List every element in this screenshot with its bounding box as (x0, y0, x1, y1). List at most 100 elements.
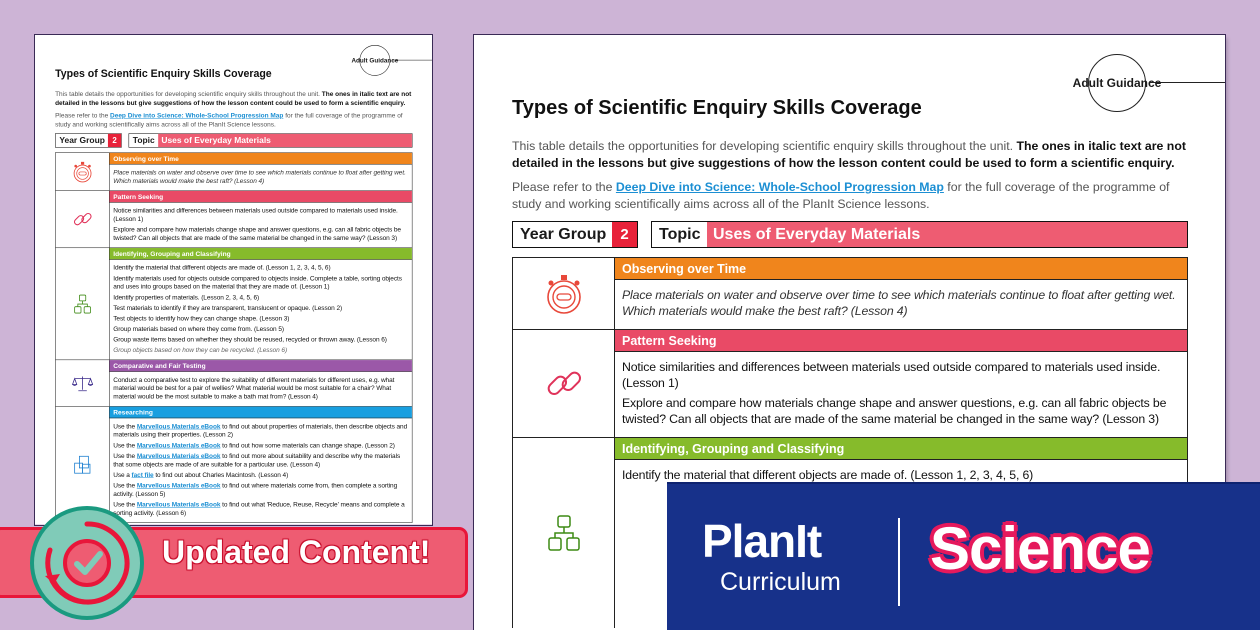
stopwatch-icon (56, 152, 110, 191)
row-content: Researching Use the Marvellous Materials … (109, 406, 412, 523)
list-item: Test materials to identify if they are t… (113, 304, 407, 312)
year-group-box: Year Group 2 (512, 221, 638, 248)
item-text: Test materials to identify if they are t… (113, 304, 343, 312)
row-heading: Pattern Seeking (109, 190, 412, 203)
item-text: Explore and compare how materials change… (622, 396, 1167, 426)
row-heading: Comparative and Fair Testing (109, 360, 412, 372)
chain-link-icon (513, 330, 615, 437)
item-text: Group materials based on where they come… (113, 325, 284, 333)
topic-box: Topic Uses of Everyday Materials (128, 133, 413, 148)
item-text: Notice similarities and differences betw… (622, 360, 1161, 390)
table-row: Pattern Seeking Notice similarities and d… (55, 190, 412, 249)
list-item: Use the Marvellous Materials eBook to fi… (113, 452, 407, 469)
item-text: Place materials on water and observe ove… (113, 168, 406, 185)
row-items: Place materials on water and observe ove… (615, 280, 1187, 329)
list-item: Use the Marvellous Materials eBook to fi… (113, 500, 407, 517)
list-item: Test objects to identify how they can ch… (113, 314, 407, 322)
row-heading: Pattern Seeking (615, 330, 1187, 352)
item-text: Identify the material that different obj… (113, 263, 331, 272)
skills-table: Observing over Time Place materials on wa… (512, 257, 1188, 628)
badge-line (1150, 82, 1225, 84)
item-text: Place materials on water and observe ove… (622, 288, 1176, 318)
list-item: Identify materials used for objects outs… (113, 274, 407, 291)
curriculum-label: Curriculum (720, 568, 841, 596)
topic-label: Topic (132, 135, 155, 145)
list-item: Place materials on water and observe ove… (622, 287, 1179, 319)
page-title: Types of Scientific Enquiry Skills Cover… (55, 67, 272, 80)
list-item: Explore and compare how materials change… (113, 225, 407, 242)
table-row: Identifying, Grouping and Classifying Ide… (513, 438, 1187, 628)
adult-guidance-badge: Adult Guidance (351, 45, 398, 76)
topic-value: Uses of Everyday Materials (158, 133, 412, 148)
progression-map-link[interactable]: Deep Dive into Science: Whole-School Pro… (615, 180, 944, 194)
intro-bold-text: The ones in italic text are not detailed… (55, 89, 412, 107)
year-group-value: 2 (612, 222, 637, 247)
item-text: Identify properties of materials. (Lesso… (113, 293, 260, 301)
progression-map-link[interactable]: Deep Dive into Science: Whole-School Pro… (110, 111, 284, 120)
resource-link[interactable]: Marvellous Materials eBook (136, 452, 221, 460)
resource-link[interactable]: Marvellous Materials eBook (136, 422, 221, 430)
updated-content-label: Updated Content! (162, 534, 431, 570)
item-text: Identify the material that different obj… (622, 468, 1034, 482)
row-content: Observing over Time Place materials on wa… (109, 152, 412, 191)
resource-link[interactable]: Marvellous Materials eBook (136, 481, 221, 490)
resource-link[interactable]: Marvellous Materials eBook (136, 441, 221, 449)
list-item: Identify the material that different obj… (622, 467, 1179, 483)
hierarchy-icon (56, 248, 110, 360)
row-items: Notice similarities and differences betw… (110, 203, 412, 248)
list-item: Group waste items based on whether they … (113, 335, 407, 343)
table-row: Pattern Seeking Notice similarities and d… (513, 330, 1187, 438)
refer-text-after: for the full coverage of the programme o… (55, 111, 403, 128)
topic-label: Topic (659, 225, 701, 243)
topic-value: Uses of Everyday Materials (707, 222, 1187, 247)
refer-text: Please refer to the (55, 111, 111, 120)
topic-box: Topic Uses of Everyday Materials (651, 221, 1188, 248)
item-text: to find out more about suitability and d… (113, 452, 401, 468)
table-row: Observing over Time Place materials on wa… (513, 258, 1187, 330)
list-item: Notice similarities and differences betw… (113, 206, 407, 223)
row-heading: Identifying, Grouping and Classifying (109, 248, 412, 260)
balance-scales-icon (56, 360, 110, 407)
list-item: Identify the material that different obj… (113, 263, 407, 271)
row-heading: Identifying, Grouping and Classifying (615, 438, 1187, 460)
refresh-check-icon (30, 506, 144, 620)
list-item: Conduct a comparative test to explore th… (113, 375, 407, 400)
row-items: Place materials on water and observe ove… (110, 165, 412, 191)
item-text: to find out about Charles Macintosh. (Le… (153, 471, 289, 479)
item-text: Use the (113, 452, 137, 460)
row-items: Notice similarities and differences betw… (615, 352, 1187, 437)
table-row: Observing over Time Place materials on wa… (55, 152, 412, 191)
row-heading: Observing over Time (615, 258, 1187, 280)
item-text: Explore and compare how materials change… (113, 225, 401, 242)
row-content: Identifying, Grouping and Classifying Ide… (615, 438, 1187, 628)
list-item: Use the Marvellous Materials eBook to fi… (113, 441, 407, 449)
list-item: Group materials based on where they come… (113, 325, 407, 333)
document-preview-small: Adult Guidance Types of Scientific Enquir… (35, 35, 432, 525)
item-text: Use the (113, 441, 137, 449)
row-content: Pattern Seeking Notice similarities and d… (109, 190, 412, 248)
resource-link[interactable]: fact file (131, 471, 154, 479)
list-item: Explore and compare how materials change… (622, 395, 1179, 427)
refer-text-after: for the full coverage of the programme o… (512, 180, 1170, 211)
row-content: Observing over Time Place materials on wa… (615, 258, 1187, 329)
item-text: Notice similarities and differences betw… (113, 206, 398, 223)
list-item: Use a fact file to find out about Charle… (113, 471, 407, 479)
table-row: Researching Use the Marvellous Materials … (56, 406, 412, 523)
hierarchy-icon (513, 438, 615, 628)
resource-link[interactable]: Marvellous Materials eBook (136, 500, 221, 509)
item-text: to find out about properties of material… (113, 422, 408, 439)
row-heading: Observing over Time (109, 152, 412, 165)
table-row: Comparative and Fair Testing Conduct a co… (55, 360, 412, 407)
item-text: Test objects to identify how they can ch… (113, 314, 290, 323)
row-items: Identify the material that different obj… (110, 260, 412, 360)
item-text: Group waste items based on whether they … (113, 335, 387, 344)
row-content: Comparative and Fair Testing Conduct a co… (109, 360, 412, 406)
adult-guidance-badge: Adult Guidance (1073, 54, 1161, 112)
item-text: Conduct a comparative test to explore th… (113, 375, 395, 401)
refer-paragraph: Please refer to the Deep Dive into Scien… (512, 179, 1188, 212)
chain-link-icon (56, 190, 110, 248)
row-content: Pattern Seeking Notice similarities and d… (615, 330, 1187, 437)
list-item: Use the Marvellous Materials eBook to fi… (113, 481, 407, 498)
books-icon (56, 406, 110, 523)
list-item: Use the Marvellous Materials eBook to fi… (113, 422, 407, 439)
